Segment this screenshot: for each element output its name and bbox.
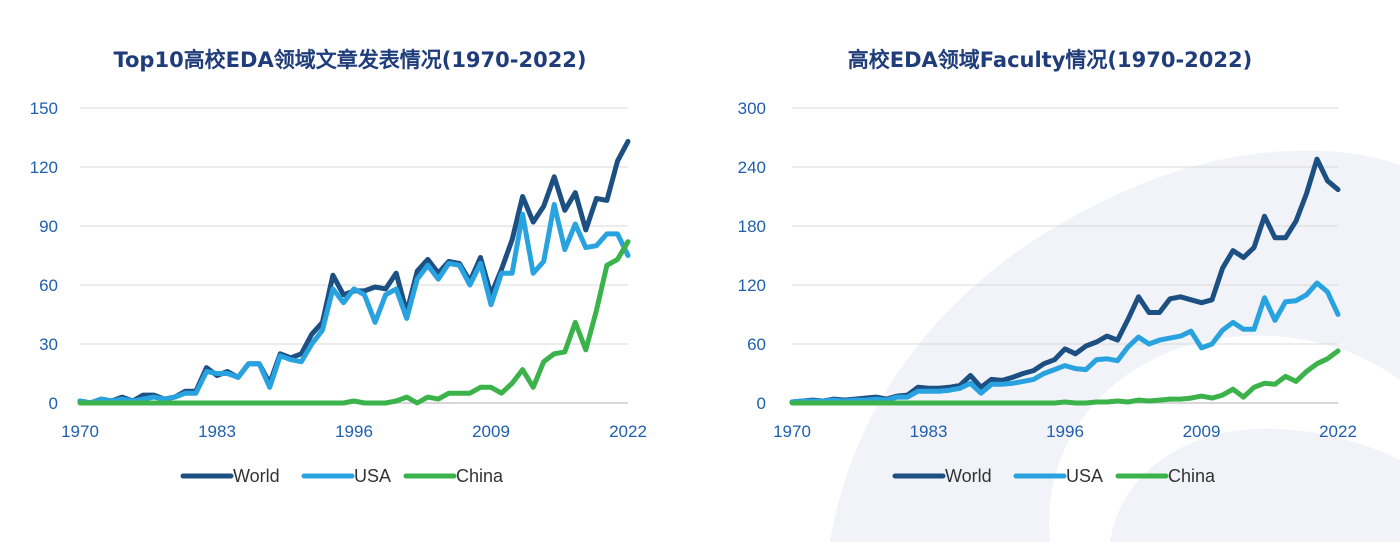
legend-label-china: China — [1168, 466, 1216, 486]
legend-label-usa: USA — [354, 466, 391, 486]
y-tick-label: 30 — [39, 335, 58, 354]
x-tick-label: 1983 — [198, 422, 236, 441]
series-line-china — [77, 239, 631, 406]
line-chart-faculty: 0 60 120 180 240 300 1970 1983 1996 2009 2022 World… — [738, 99, 1357, 486]
chart-panel-articles: Top10高校EDA领域文章发表情况(1970-2022) 0 30 60 90 120… — [30, 48, 647, 486]
y-tick-label: 300 — [738, 99, 766, 118]
y-tick-label: 120 — [738, 276, 766, 295]
x-tick-label: 1970 — [773, 422, 811, 441]
x-tick-label: 1970 — [61, 422, 99, 441]
x-tick-label: 1996 — [335, 422, 373, 441]
y-tick-label: 120 — [30, 158, 58, 177]
series-line-world — [77, 138, 631, 406]
x-tick-label: 2009 — [1183, 422, 1221, 441]
x-tick-label: 2022 — [609, 422, 647, 441]
chart-panel-faculty: 高校EDA领域Faculty情况(1970-2022) 0 60 120 180 240… — [700, 0, 1400, 542]
x-tick-label: 2022 — [1319, 422, 1357, 441]
y-tick-label: 60 — [747, 335, 766, 354]
x-tick-label: 1983 — [910, 422, 948, 441]
y-tick-label: 0 — [49, 394, 58, 413]
series-line-usa — [789, 280, 1341, 405]
legend-label-china: China — [456, 466, 504, 486]
y-tick-label: 240 — [738, 158, 766, 177]
legend-label-usa: USA — [1066, 466, 1103, 486]
y-tick-label: 180 — [738, 217, 766, 236]
x-tick-label: 2009 — [472, 422, 510, 441]
chart-title: Top10高校EDA领域文章发表情况(1970-2022) — [113, 48, 587, 72]
x-tick-label: 1996 — [1046, 422, 1084, 441]
y-tick-label: 150 — [30, 99, 58, 118]
y-tick-label: 0 — [757, 394, 766, 413]
line-chart-articles: 0 30 60 90 120 150 1970 1983 1996 2009 2022 World US… — [30, 99, 647, 486]
y-tick-label: 90 — [39, 217, 58, 236]
legend-label-world: World — [233, 466, 280, 486]
chart-title: 高校EDA领域Faculty情况(1970-2022) — [847, 48, 1253, 72]
series-line-china — [789, 348, 1341, 406]
y-tick-label: 60 — [39, 276, 58, 295]
series-line-usa — [77, 201, 631, 406]
legend-label-world: World — [945, 466, 992, 486]
